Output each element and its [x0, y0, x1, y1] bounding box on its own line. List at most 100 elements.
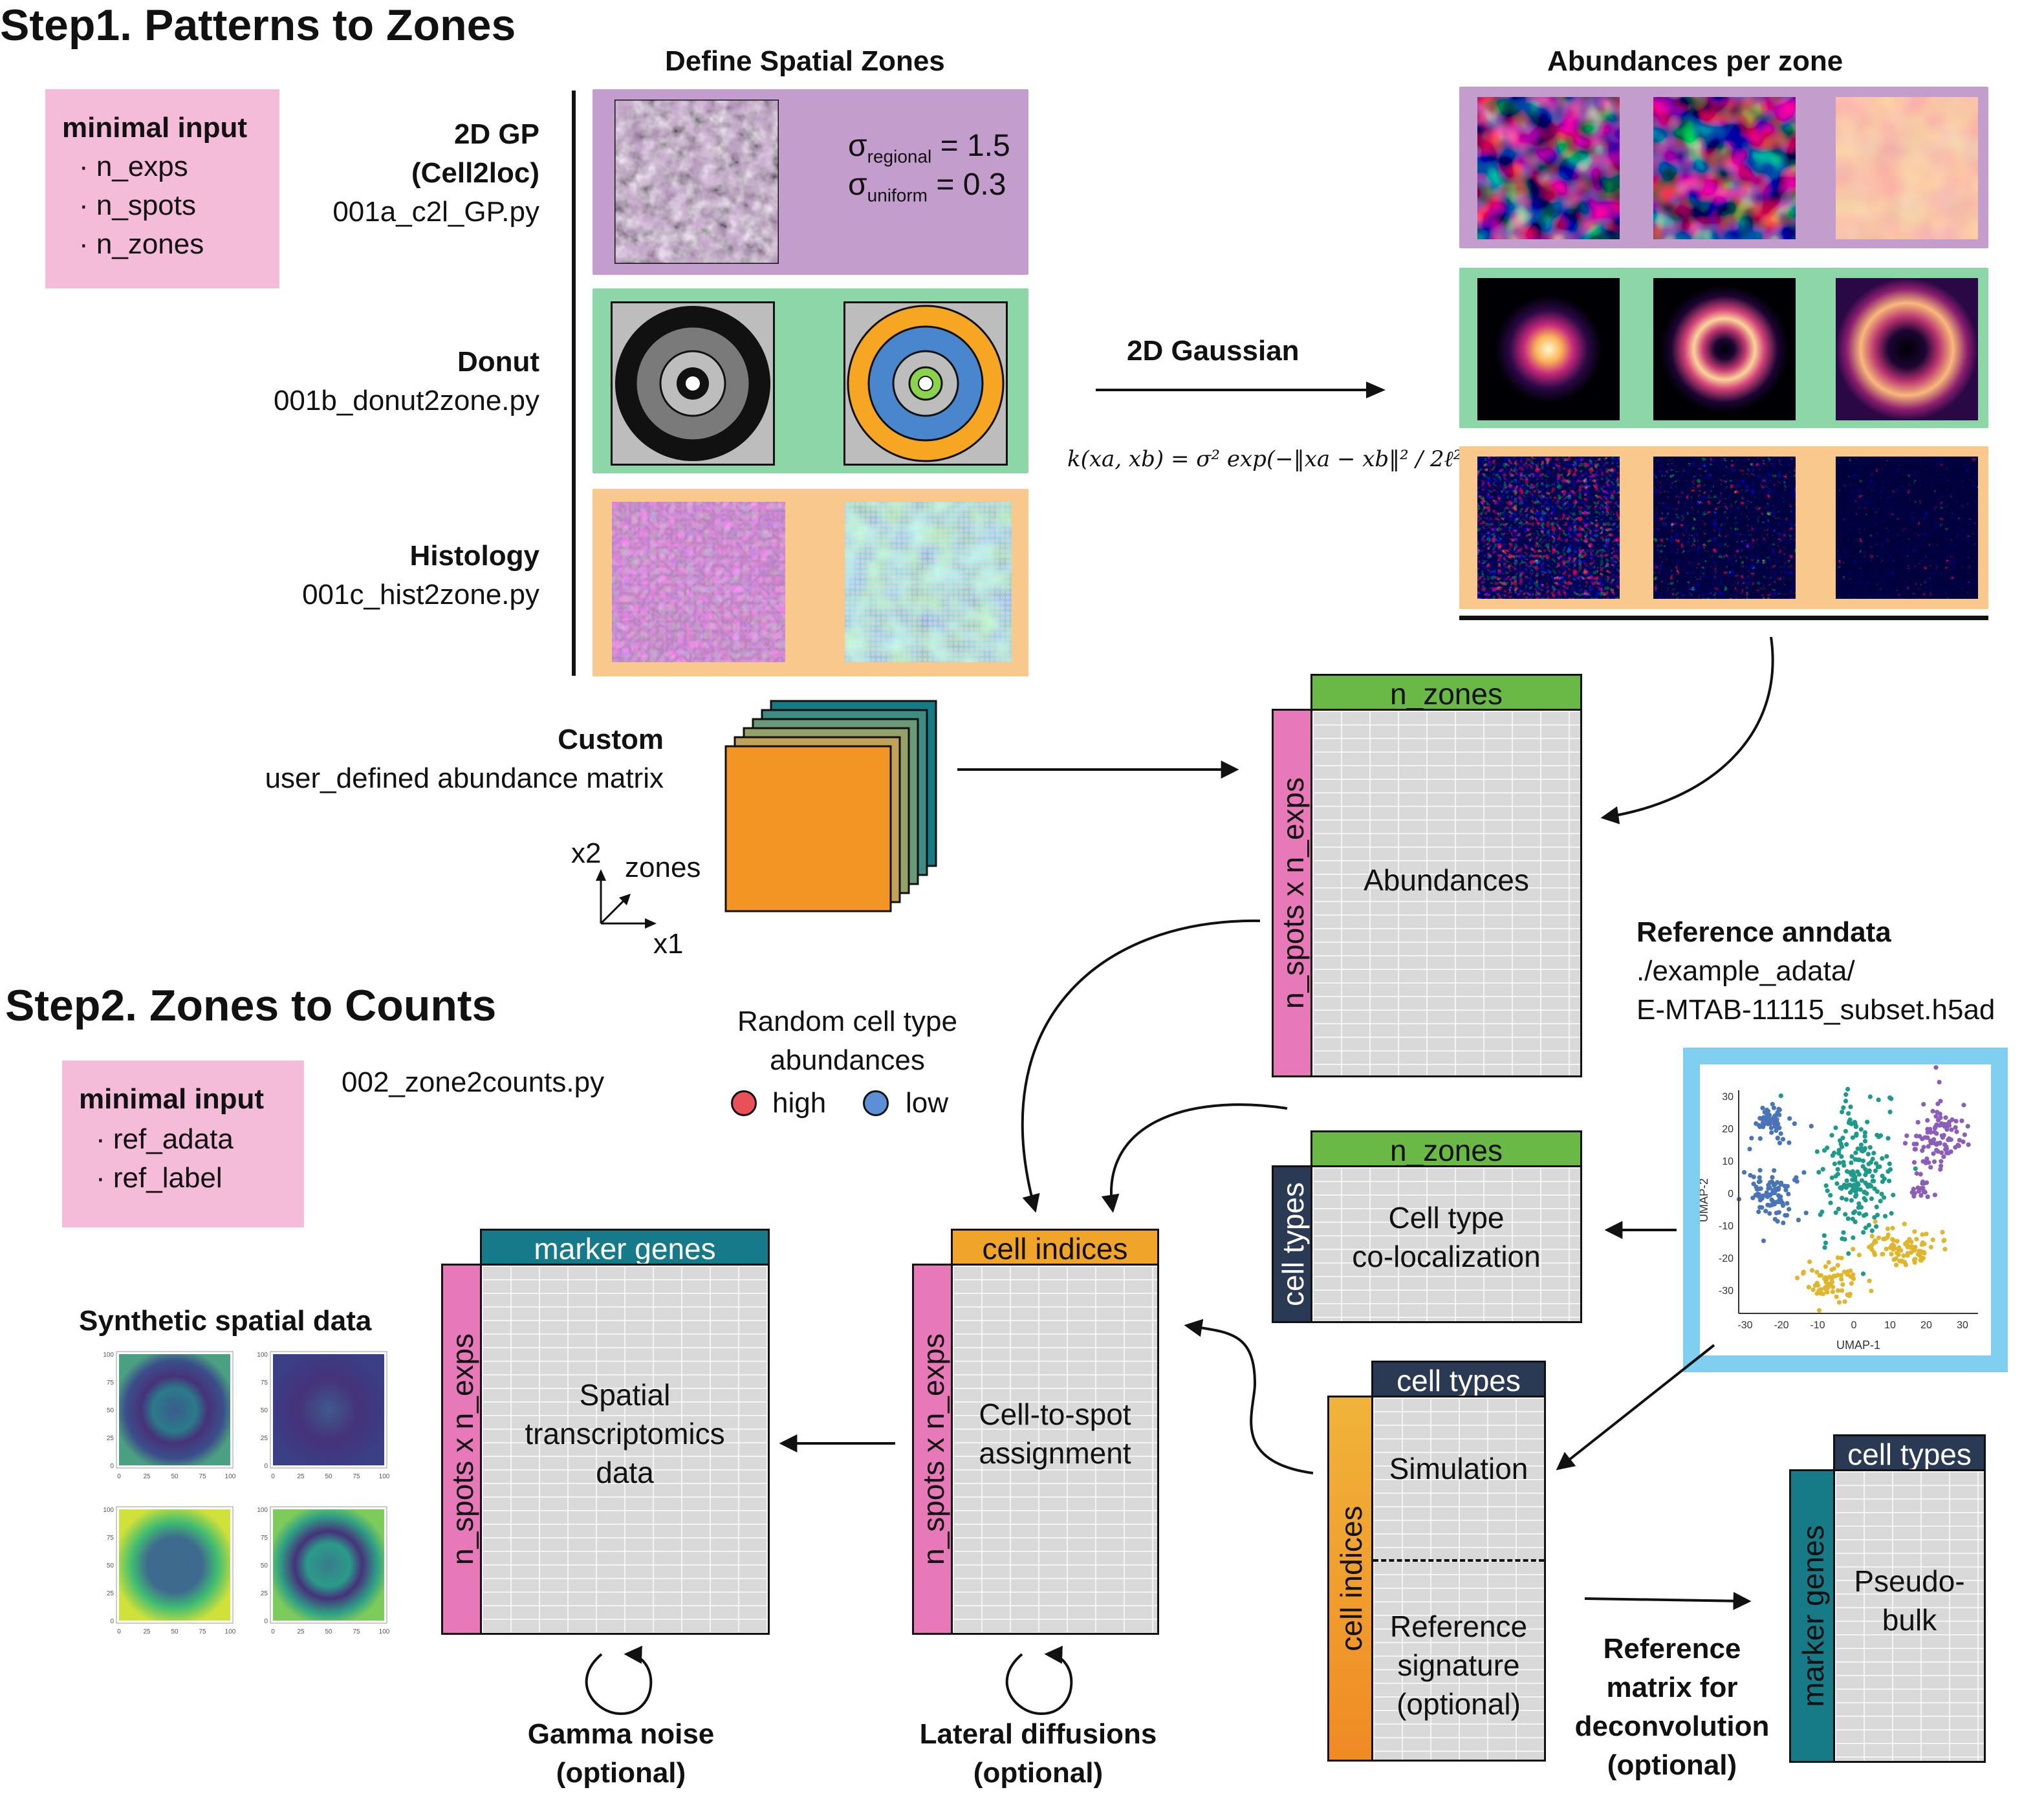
- synthetic-xtick: 50: [325, 1628, 332, 1635]
- synthetic-ytick: 75: [107, 1379, 114, 1386]
- arrow-umap-to-simulation: [1556, 1344, 1715, 1471]
- umap-point: [1933, 1114, 1939, 1119]
- umap-ytick: 20: [1722, 1124, 1734, 1135]
- umap-ytick: 0: [1728, 1189, 1734, 1200]
- umap-point: [1776, 1210, 1781, 1215]
- umap-point: [1912, 1229, 1917, 1235]
- cellidx-label: Cell-to-spot: [979, 1397, 1131, 1431]
- umap-point: [1887, 1161, 1892, 1167]
- umap-point: [1959, 1118, 1964, 1123]
- abundance-gp-band: [1459, 87, 1988, 248]
- umap-point: [1845, 1216, 1851, 1222]
- umap-point: [1843, 1212, 1848, 1217]
- loop-gamma-noise: [585, 1645, 653, 1716]
- synthetic-xtick: 75: [199, 1473, 206, 1480]
- umap-point: [1873, 1219, 1878, 1224]
- umap-point: [1926, 1128, 1931, 1134]
- umap-point: [1756, 1123, 1761, 1128]
- umap-point: [1869, 1234, 1875, 1239]
- reference-title: Reference anndata: [1636, 916, 1891, 948]
- vertical-divider: [572, 91, 576, 676]
- umap-point: [1828, 1192, 1833, 1198]
- umap-point: [1862, 1189, 1867, 1194]
- umap-point: [1873, 1161, 1879, 1166]
- donut-color-image: [843, 301, 1008, 466]
- umap-point: [1812, 1283, 1818, 1288]
- umap-point: [1820, 1167, 1825, 1172]
- synthetic-ytick: 25: [261, 1590, 268, 1597]
- umap-point: [1783, 1187, 1788, 1192]
- umap-point: [1762, 1118, 1767, 1123]
- donut-gray-image: [611, 301, 775, 466]
- umap-point: [1887, 1109, 1893, 1115]
- umap-point: [1772, 1187, 1778, 1192]
- umap-point: [1869, 1247, 1875, 1252]
- gamma-noise-label: Gamma noise: [527, 1718, 715, 1750]
- histology-band: [593, 489, 1028, 676]
- umap-ylabel: UMAP-2: [1700, 1178, 1710, 1222]
- synthetic-ytick: 0: [110, 1618, 114, 1625]
- abundances-matrix: Abundances: [1310, 709, 1582, 1077]
- abundance-histology-band: [1459, 446, 1988, 609]
- synthetic-xtick: 0: [271, 1473, 275, 1480]
- umap-ytick: 30: [1722, 1092, 1734, 1103]
- cellidx-top-bar: cell indices: [951, 1229, 1159, 1267]
- cellidx-label-2: assignment: [979, 1436, 1131, 1470]
- umap-point: [1904, 1133, 1909, 1138]
- umap-point: [1806, 1284, 1812, 1289]
- abundances-top-bar: n_zones: [1310, 674, 1582, 713]
- histology-he-image: [612, 502, 785, 662]
- donut-band: [593, 288, 1028, 473]
- umap-point: [1809, 1123, 1814, 1129]
- synthetic-ytick: 100: [103, 1507, 114, 1514]
- minimal-input-item: · ref_adata: [96, 1123, 234, 1155]
- umap-point: [1884, 1154, 1889, 1159]
- synthetic-ytick: 25: [261, 1435, 268, 1442]
- umap-point: [1928, 1165, 1933, 1170]
- umap-point: [1895, 1238, 1900, 1244]
- umap-point: [1837, 1138, 1843, 1143]
- umap-point: [1757, 1179, 1763, 1184]
- umap-point: [1801, 1269, 1806, 1275]
- legend-high: high: [772, 1087, 827, 1119]
- umap-point: [1760, 1105, 1765, 1110]
- umap-point: [1861, 1230, 1866, 1235]
- umap-point: [1913, 1256, 1918, 1262]
- umap-point: [1938, 1115, 1943, 1120]
- umap-point: [1893, 1262, 1899, 1267]
- axis-x1: x1: [653, 928, 684, 960]
- umap-point: [1845, 1086, 1851, 1092]
- umap-point: [1961, 1103, 1966, 1108]
- minimal-input-title: minimal input: [62, 112, 247, 144]
- umap-point: [1856, 1201, 1862, 1206]
- step1-minimal-input-box: minimal input · n_exps · n_spots · n_zon…: [45, 89, 279, 288]
- umap-point: [1931, 1159, 1937, 1164]
- synthetic-ytick: 100: [257, 1352, 268, 1359]
- histology-zone-image: [845, 502, 1012, 662]
- refsig-label-2: signature: [1397, 1648, 1520, 1682]
- umap-point: [1933, 1141, 1939, 1147]
- umap-point: [1864, 1170, 1869, 1175]
- umap-point: [1792, 1121, 1797, 1127]
- minimal-input-item: · n_zones: [79, 228, 204, 260]
- umap-point: [1869, 1288, 1874, 1293]
- umap-point: [1835, 1273, 1840, 1278]
- synthetic-xtick: 75: [353, 1628, 360, 1635]
- umap-point: [1925, 1117, 1930, 1123]
- umap-point: [1882, 1214, 1888, 1219]
- umap-point: [1928, 1140, 1933, 1146]
- umap-point: [1846, 1251, 1851, 1256]
- umap-point: [1769, 1179, 1774, 1185]
- umap-point: [1924, 1159, 1929, 1165]
- random-abundances-title: Random cell type: [737, 1006, 957, 1037]
- abundance-underline: [1459, 616, 1988, 620]
- umap-point: [1850, 1135, 1855, 1140]
- step2-minimal-input-box: minimal input · ref_adata · ref_label: [62, 1061, 304, 1227]
- umap-point: [1946, 1150, 1952, 1156]
- gaussian-formula: k(xa, xb) = σ² exp(−‖xa − xb‖² / 2ℓ²): [1067, 446, 1471, 472]
- umap-point: [1889, 1236, 1895, 1242]
- umap-point: [1807, 1259, 1812, 1264]
- umap-point: [1942, 1247, 1948, 1252]
- umap-plot: 30 20 10 0 -10 -20 -30 -30 -20 -10 0 10 20 30 UMAP-1…: [1700, 1065, 1978, 1352]
- umap-point: [1777, 1197, 1782, 1202]
